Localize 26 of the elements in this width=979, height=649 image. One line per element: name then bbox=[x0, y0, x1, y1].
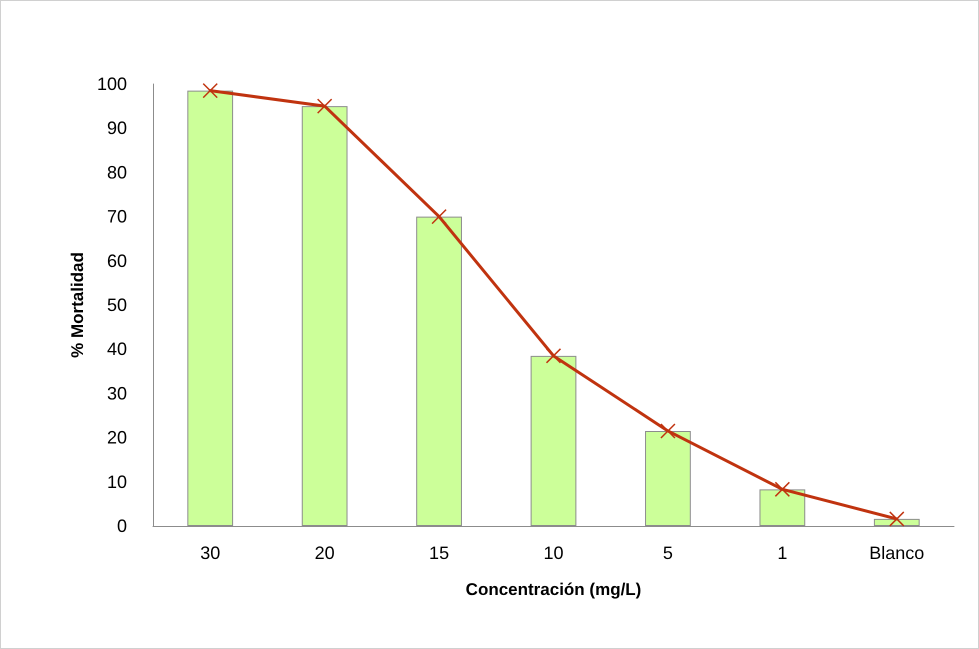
point bbox=[202, 82, 218, 98]
x-tick-label: Blanco bbox=[869, 543, 924, 563]
y-tick-label: 0 bbox=[116, 516, 127, 536]
point bbox=[316, 98, 332, 114]
x-tick-label: 10 bbox=[543, 543, 564, 563]
y-tick-label: 30 bbox=[106, 383, 127, 404]
x-tick-label: 30 bbox=[200, 543, 220, 563]
y-tick-label: 60 bbox=[106, 250, 127, 271]
y-tick-label: 90 bbox=[106, 118, 127, 138]
y-tick-label: 40 bbox=[106, 339, 127, 360]
y-tick-label: 20 bbox=[106, 428, 127, 448]
x-tick-label: 20 bbox=[314, 543, 335, 563]
y-tick-label: 10 bbox=[106, 472, 127, 492]
x-axis-title: Concentración (mg/L) bbox=[466, 580, 642, 599]
y-tick-label: 70 bbox=[106, 206, 127, 227]
x-tick-label: 15 bbox=[429, 543, 450, 563]
y-tick-label: 80 bbox=[106, 162, 127, 182]
x-tick-label: 1 bbox=[777, 543, 788, 563]
point bbox=[546, 348, 562, 364]
point bbox=[660, 423, 676, 439]
x-tick-label: 5 bbox=[662, 543, 673, 563]
y-tick-label: 50 bbox=[106, 295, 127, 315]
point bbox=[889, 511, 905, 527]
y-axis-title: % Mortalidad bbox=[68, 252, 88, 358]
y-tick-label: 100 bbox=[96, 74, 127, 94]
point bbox=[774, 482, 790, 498]
